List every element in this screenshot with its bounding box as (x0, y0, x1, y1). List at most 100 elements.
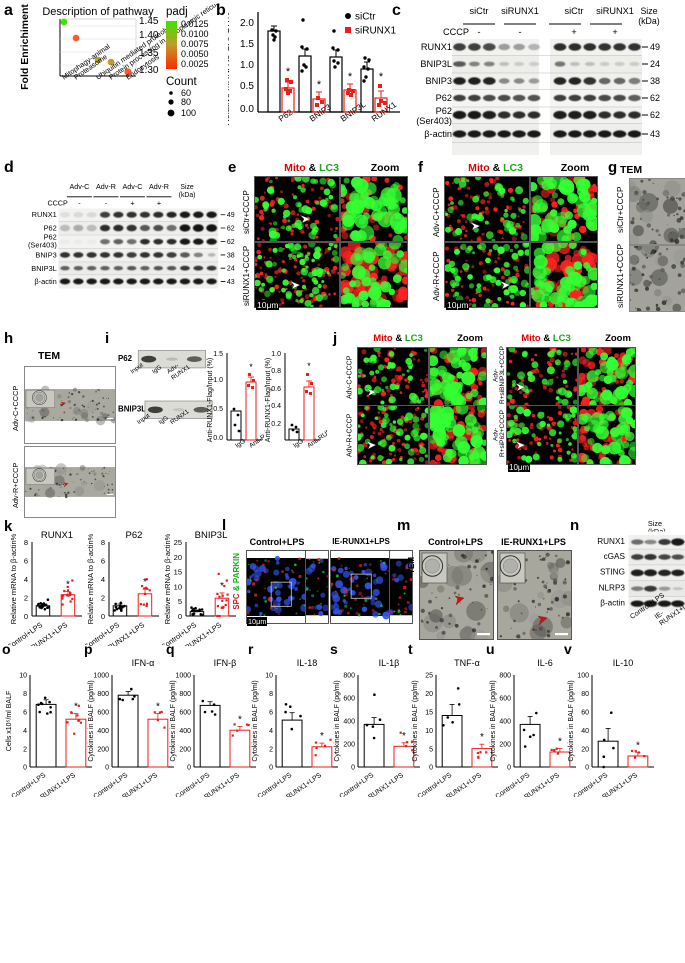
svg-text:200: 200 (343, 742, 355, 749)
svg-text:*: * (307, 361, 311, 371)
svg-text:*: * (348, 71, 353, 83)
svg-text:Cytokines in BALF (pg/ml): Cytokines in BALF (pg/ml) (88, 680, 95, 761)
svg-text:Adv-R: Adv-R (96, 183, 116, 191)
svg-text:siRUNX1: siRUNX1 (501, 6, 539, 16)
svg-text:*: * (220, 581, 224, 592)
svg-text:4: 4 (24, 575, 28, 584)
svg-text:1000: 1000 (93, 673, 109, 680)
svg-text:20: 20 (581, 746, 589, 753)
svg-text:6: 6 (24, 557, 28, 566)
svg-text:15: 15 (425, 710, 433, 717)
svg-text:+: + (130, 199, 134, 207)
svg-text:Anti-RUNX1-Flag/Input (%): Anti-RUNX1-Flag/Input (%) (207, 358, 214, 442)
svg-text:P62: P62 (276, 107, 294, 124)
svg-text:(kDa): (kDa) (638, 16, 660, 26)
svg-text:400: 400 (499, 719, 511, 726)
svg-text:0: 0 (269, 765, 273, 772)
svg-text:*: * (317, 79, 322, 91)
svg-text:1.45: 1.45 (139, 16, 159, 27)
svg-text:IL-18: IL-18 (297, 658, 318, 668)
svg-text:padj: padj (166, 6, 188, 18)
svg-text:2: 2 (24, 594, 28, 603)
svg-text:-: - (78, 199, 81, 207)
svg-text:10: 10 (425, 728, 433, 735)
svg-text:24: 24 (650, 59, 660, 69)
svg-text:100: 100 (181, 108, 196, 118)
svg-text:1.0: 1.0 (213, 377, 223, 384)
svg-text:-: - (477, 27, 480, 37)
svg-text:-: - (518, 27, 521, 37)
svg-text:80: 80 (181, 97, 191, 107)
svg-text:*: * (636, 740, 640, 751)
svg-text:10: 10 (174, 582, 182, 591)
svg-text:1.5: 1.5 (240, 39, 254, 50)
svg-text:0.0: 0.0 (240, 104, 254, 115)
svg-text:400: 400 (97, 728, 109, 735)
svg-text:24: 24 (227, 266, 235, 273)
svg-text:0: 0 (585, 765, 589, 772)
svg-text:600: 600 (343, 696, 355, 703)
svg-text:BNIP3L: BNIP3L (338, 99, 367, 124)
svg-text:Relative mRNA to GAPDH%: Relative mRNA to GAPDH% (228, 12, 231, 126)
svg-text:62: 62 (650, 93, 660, 103)
svg-text:*: * (402, 731, 406, 742)
svg-text:4: 4 (101, 575, 105, 584)
svg-text:800: 800 (179, 691, 191, 698)
svg-text:Count: Count (166, 76, 197, 88)
svg-text:0.0100: 0.0100 (181, 29, 209, 39)
svg-text:10: 10 (265, 673, 273, 680)
svg-text:+: + (571, 27, 576, 37)
svg-text:62: 62 (227, 239, 235, 246)
svg-text:P62: P62 (126, 530, 143, 541)
svg-text:20: 20 (425, 691, 433, 698)
svg-text:400: 400 (179, 728, 191, 735)
svg-text:0.2: 0.2 (271, 421, 281, 428)
svg-text:0: 0 (105, 765, 109, 772)
svg-text:siCtr: siCtr (470, 6, 489, 16)
svg-text:0: 0 (101, 612, 105, 621)
svg-text:200: 200 (97, 746, 109, 753)
svg-text:Cytokines in BALF (pg/ml): Cytokines in BALF (pg/ml) (412, 680, 419, 761)
svg-text:IL-6: IL-6 (537, 658, 553, 668)
svg-text:+: + (157, 199, 161, 207)
svg-text:Cytokines in BALF (pg/ml): Cytokines in BALF (pg/ml) (170, 680, 177, 761)
svg-text:0.5: 0.5 (213, 406, 223, 413)
svg-text:Description of pathway: Description of pathway (42, 6, 154, 18)
svg-text:60: 60 (581, 710, 589, 717)
svg-text:Relative mRNA to β-actin%: Relative mRNA to β-actin% (86, 533, 95, 624)
svg-text:Size: Size (180, 184, 194, 191)
svg-text:0.0: 0.0 (213, 435, 223, 442)
svg-text:8: 8 (269, 691, 273, 698)
svg-text:38: 38 (227, 252, 235, 259)
svg-text:0: 0 (24, 612, 28, 621)
svg-text:49: 49 (227, 212, 235, 219)
svg-text:0.0075: 0.0075 (181, 39, 209, 49)
svg-text:siRUNX1: siRUNX1 (596, 6, 634, 16)
svg-text:*: * (238, 715, 242, 726)
svg-text:CCCP: CCCP (443, 27, 469, 37)
svg-text:IFN-β: IFN-β (214, 658, 237, 668)
svg-text:80: 80 (581, 691, 589, 698)
svg-text:0.0050: 0.0050 (181, 49, 209, 59)
svg-text:2: 2 (269, 746, 273, 753)
svg-text:*: * (143, 577, 147, 588)
svg-text:0: 0 (187, 765, 191, 772)
svg-text:800: 800 (499, 673, 511, 680)
svg-text:49: 49 (650, 42, 660, 52)
svg-text:38: 38 (650, 76, 660, 86)
svg-text:8: 8 (101, 538, 105, 547)
svg-text:*: * (379, 71, 384, 83)
svg-text:400: 400 (343, 719, 355, 726)
svg-text:25: 25 (425, 673, 433, 680)
svg-text:0.8: 0.8 (271, 368, 281, 375)
svg-text:600: 600 (499, 696, 511, 703)
svg-text:0: 0 (178, 612, 182, 621)
svg-text:*: * (320, 731, 324, 742)
svg-text:0.0125: 0.0125 (181, 19, 209, 29)
svg-text:IL-1β: IL-1β (379, 658, 400, 668)
svg-text:62: 62 (227, 225, 235, 232)
svg-text:4: 4 (23, 728, 27, 735)
svg-text:200: 200 (499, 742, 511, 749)
svg-text:(kDa): (kDa) (648, 527, 666, 531)
svg-text:(kDa): (kDa) (179, 192, 196, 199)
